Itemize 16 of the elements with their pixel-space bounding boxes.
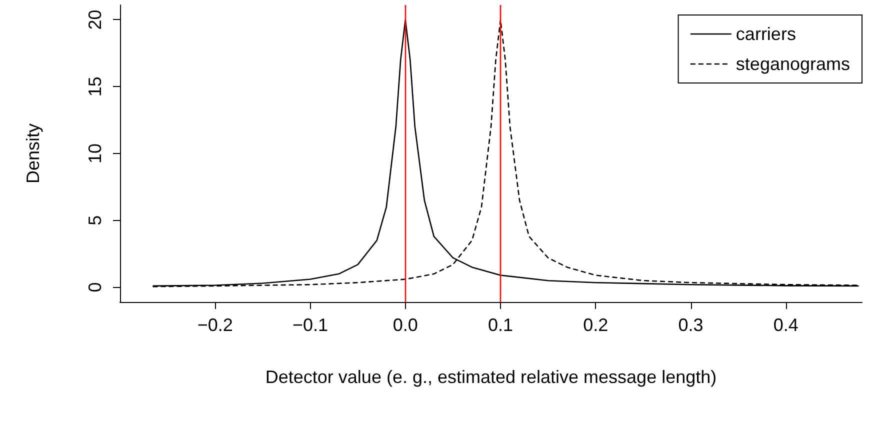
y-tick-label: 0 — [85, 282, 105, 292]
x-tick-label: −0.2 — [197, 315, 233, 335]
y-axis-title: Density — [23, 123, 43, 184]
x-tick-label: 0.0 — [392, 315, 418, 335]
x-tick-label: −0.1 — [292, 315, 328, 335]
y-tick-label: 15 — [85, 76, 105, 97]
y-tick-label: 10 — [85, 143, 105, 164]
x-axis-title: Detector value (e. g., estimated relative message length) — [265, 367, 717, 387]
legend-label: carriers — [736, 24, 796, 44]
legend-label: steganograms — [736, 54, 850, 74]
x-tick-label: 0.1 — [488, 315, 514, 335]
y-tick-label: 20 — [85, 10, 105, 30]
x-tick-label: 0.2 — [583, 315, 608, 335]
y-tick-label: 5 — [85, 215, 105, 226]
x-tick-label: 0.3 — [678, 315, 704, 335]
x-tick-label: 0.4 — [773, 315, 798, 335]
